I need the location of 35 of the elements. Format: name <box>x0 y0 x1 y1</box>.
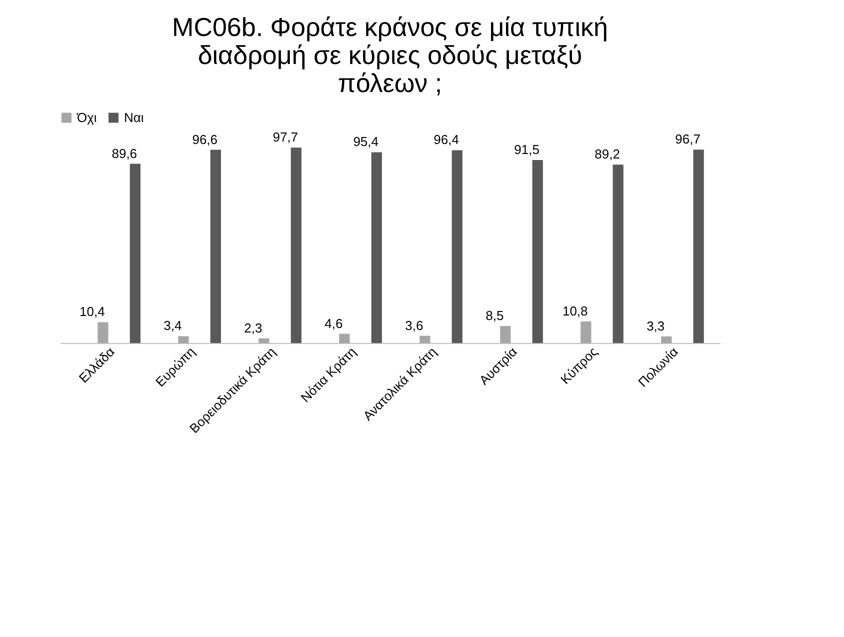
data-label: 2,3 <box>244 320 262 336</box>
bar <box>661 336 672 343</box>
data-label: 96,4 <box>434 132 459 148</box>
bar <box>258 338 270 343</box>
data-label: 3,3 <box>646 318 665 334</box>
data-label: 91,5 <box>514 142 540 157</box>
bar <box>532 160 543 343</box>
bar <box>339 334 350 343</box>
bar <box>98 322 108 343</box>
bar <box>693 150 704 343</box>
data-label: 10,4 <box>80 304 105 320</box>
bar <box>210 150 221 343</box>
data-label: 89,6 <box>112 146 138 161</box>
bar <box>290 148 302 343</box>
bar <box>500 326 511 343</box>
data-label: 96,7 <box>675 132 700 147</box>
data-label: 95,4 <box>353 134 379 150</box>
legend-label: Όχι <box>76 110 97 125</box>
data-label: 8,5 <box>486 308 504 323</box>
data-label: 3,6 <box>405 318 424 333</box>
legend-label: Ναι <box>124 110 144 125</box>
bar <box>178 336 189 343</box>
bar <box>420 336 430 343</box>
bar <box>580 321 592 343</box>
bar <box>130 164 140 343</box>
data-label: 3,4 <box>164 318 182 334</box>
data-label: 10,8 <box>562 303 588 318</box>
data-label: 4,6 <box>324 316 343 331</box>
data-label: 97,7 <box>272 130 298 145</box>
bar <box>452 150 462 343</box>
data-label: 89,2 <box>594 146 620 162</box>
bar <box>371 152 382 343</box>
chart-title: MC06b. Φοράτε κράνος σε μία τυπική διαδρομή σε κύριες οδούς μεταξύ πόλεων ; <box>172 12 608 98</box>
data-label: 96,6 <box>192 132 218 147</box>
bar <box>612 164 624 343</box>
